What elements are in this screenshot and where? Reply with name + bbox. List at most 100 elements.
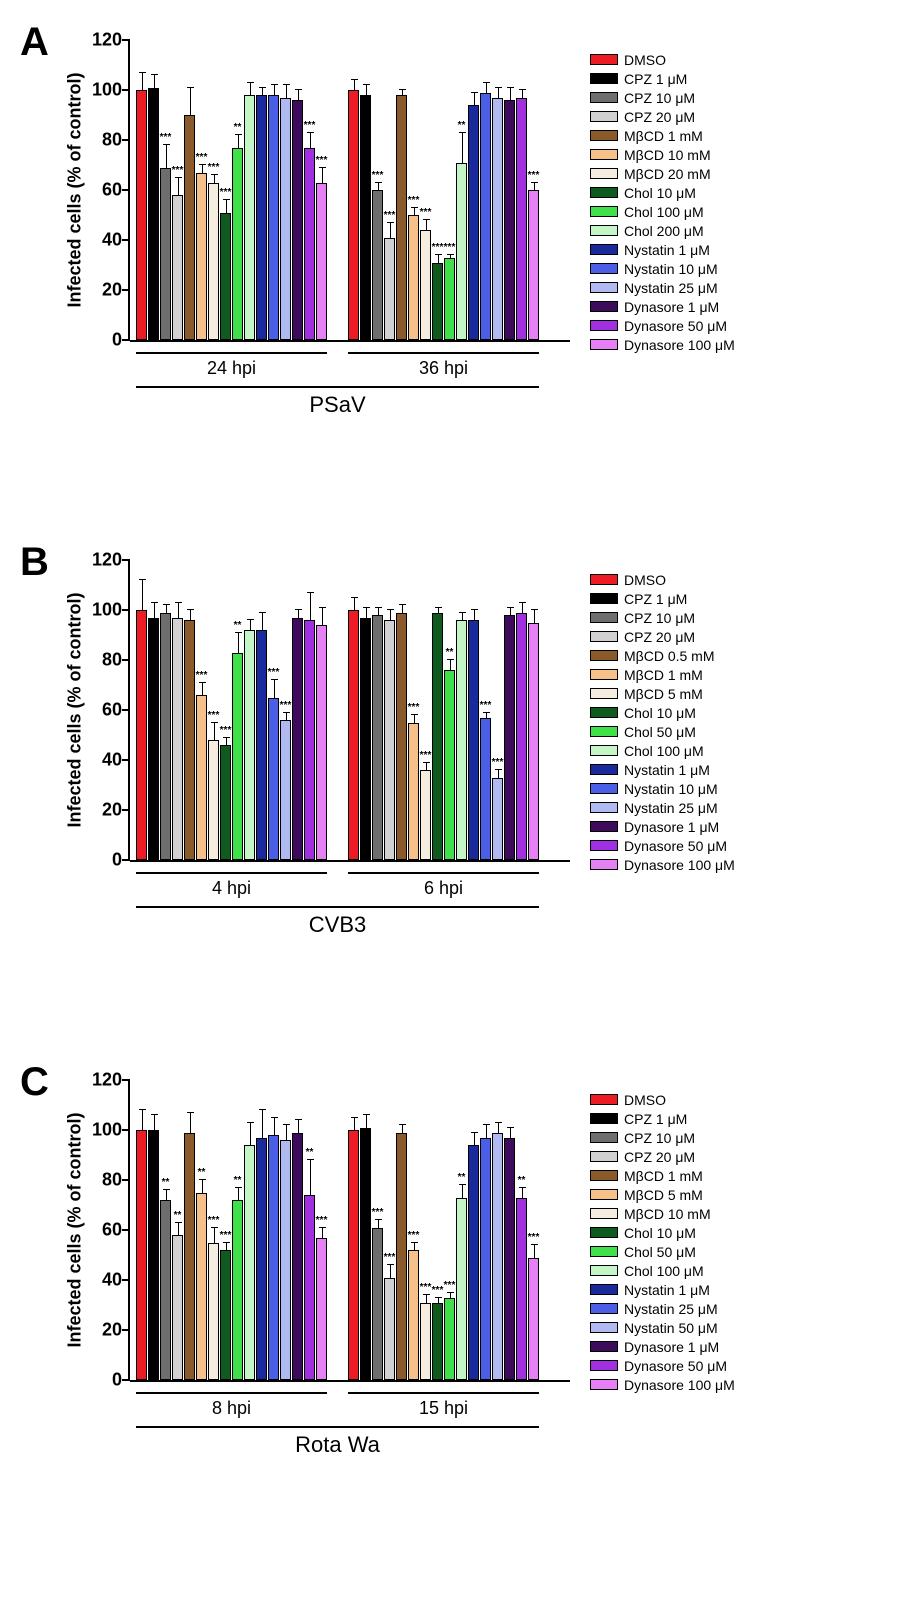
significance-label: ** (234, 122, 242, 133)
legend-text: CPZ 20 μM (624, 109, 695, 125)
bar (384, 620, 395, 860)
bar (444, 670, 455, 860)
error-bar (450, 255, 451, 258)
error-cap (139, 1109, 146, 1110)
error-cap (283, 84, 290, 85)
legend-item: Nystatin 25 μM (590, 1299, 735, 1318)
error-cap (235, 134, 242, 135)
bar (196, 1193, 207, 1381)
legend-item: Dynasore 1 μM (590, 817, 735, 836)
plot-region: 020406080100120*************************… (130, 1080, 570, 1380)
bar (372, 615, 383, 860)
error-bar (322, 608, 323, 626)
error-cap (271, 679, 278, 680)
bar (256, 630, 267, 860)
y-tick (122, 559, 130, 561)
error-bar (166, 1190, 167, 1200)
error-cap (199, 1179, 206, 1180)
error-cap (495, 769, 502, 770)
error-cap (363, 1114, 370, 1115)
significance-label: *** (172, 165, 184, 176)
legend-swatch (590, 631, 618, 642)
x-axis (130, 860, 570, 862)
legend-swatch (590, 802, 618, 813)
legend-text: Chol 100 μM (624, 743, 704, 759)
error-bar (274, 1118, 275, 1136)
legend-swatch (590, 1246, 618, 1257)
bar (148, 88, 159, 341)
panel-letter: C (20, 1060, 49, 1105)
legend-text: DMSO (624, 572, 666, 588)
significance-label: *** (280, 700, 292, 711)
error-bar (178, 178, 179, 196)
bar (492, 1133, 503, 1381)
legend-text: CPZ 20 μM (624, 629, 695, 645)
legend-text: Nystatin 25 μM (624, 1301, 718, 1317)
bar (172, 1235, 183, 1380)
bar (136, 90, 147, 340)
legend-swatch (590, 688, 618, 699)
significance-label: ** (518, 1175, 526, 1186)
y-tick-label: 60 (102, 700, 122, 721)
error-cap (163, 1189, 170, 1190)
error-cap (319, 167, 326, 168)
significance-label: *** (220, 1230, 232, 1241)
error-bar (474, 1133, 475, 1146)
significance-label: *** (420, 207, 432, 218)
bar (528, 1258, 539, 1381)
error-bar (226, 738, 227, 746)
legend-text: Nystatin 10 μM (624, 781, 718, 797)
y-tick (122, 1279, 130, 1281)
bar (160, 168, 171, 341)
legend-text: Nystatin 25 μM (624, 280, 718, 296)
y-tick (122, 289, 130, 291)
legend-item: Dynasore 1 μM (590, 1337, 735, 1356)
y-tick (122, 759, 130, 761)
y-tick (122, 1179, 130, 1181)
legend-swatch (590, 574, 618, 585)
main-underline (136, 386, 539, 388)
bar (372, 1228, 383, 1381)
error-cap (211, 1227, 218, 1228)
error-bar (322, 168, 323, 183)
error-cap (411, 714, 418, 715)
error-cap (435, 1297, 442, 1298)
error-bar (142, 73, 143, 91)
y-tick-label: 60 (102, 1220, 122, 1241)
bar (172, 618, 183, 861)
error-cap (259, 612, 266, 613)
y-tick (122, 89, 130, 91)
significance-label: *** (208, 1215, 220, 1226)
error-bar (262, 1110, 263, 1138)
error-cap (351, 597, 358, 598)
x-axis (130, 340, 570, 342)
error-cap (387, 1264, 394, 1265)
bar (528, 623, 539, 861)
bar (516, 1198, 527, 1381)
bar (280, 1140, 291, 1380)
legend-item: Nystatin 1 μM (590, 760, 735, 779)
error-cap (399, 89, 406, 90)
bar (196, 173, 207, 341)
error-cap (447, 659, 454, 660)
error-bar (262, 88, 263, 96)
y-tick-label: 40 (102, 1270, 122, 1291)
bar (268, 95, 279, 340)
error-bar (166, 145, 167, 168)
y-axis-title: Infected cells (% of control) (65, 1112, 86, 1347)
error-bar (510, 1128, 511, 1138)
legend-swatch (590, 783, 618, 794)
legend-text: MβCD 10 mM (624, 147, 711, 163)
error-bar (414, 715, 415, 723)
bar (316, 1238, 327, 1381)
legend-text: MβCD 10 mM (624, 1206, 711, 1222)
legend-text: CPZ 20 μM (624, 1149, 695, 1165)
bar (136, 1130, 147, 1380)
error-cap (375, 607, 382, 608)
y-tick-label: 80 (102, 130, 122, 151)
bar (432, 613, 443, 861)
legend-swatch (590, 669, 618, 680)
legend-swatch (590, 593, 618, 604)
legend-text: Dynasore 1 μM (624, 299, 719, 315)
error-bar (414, 1243, 415, 1251)
